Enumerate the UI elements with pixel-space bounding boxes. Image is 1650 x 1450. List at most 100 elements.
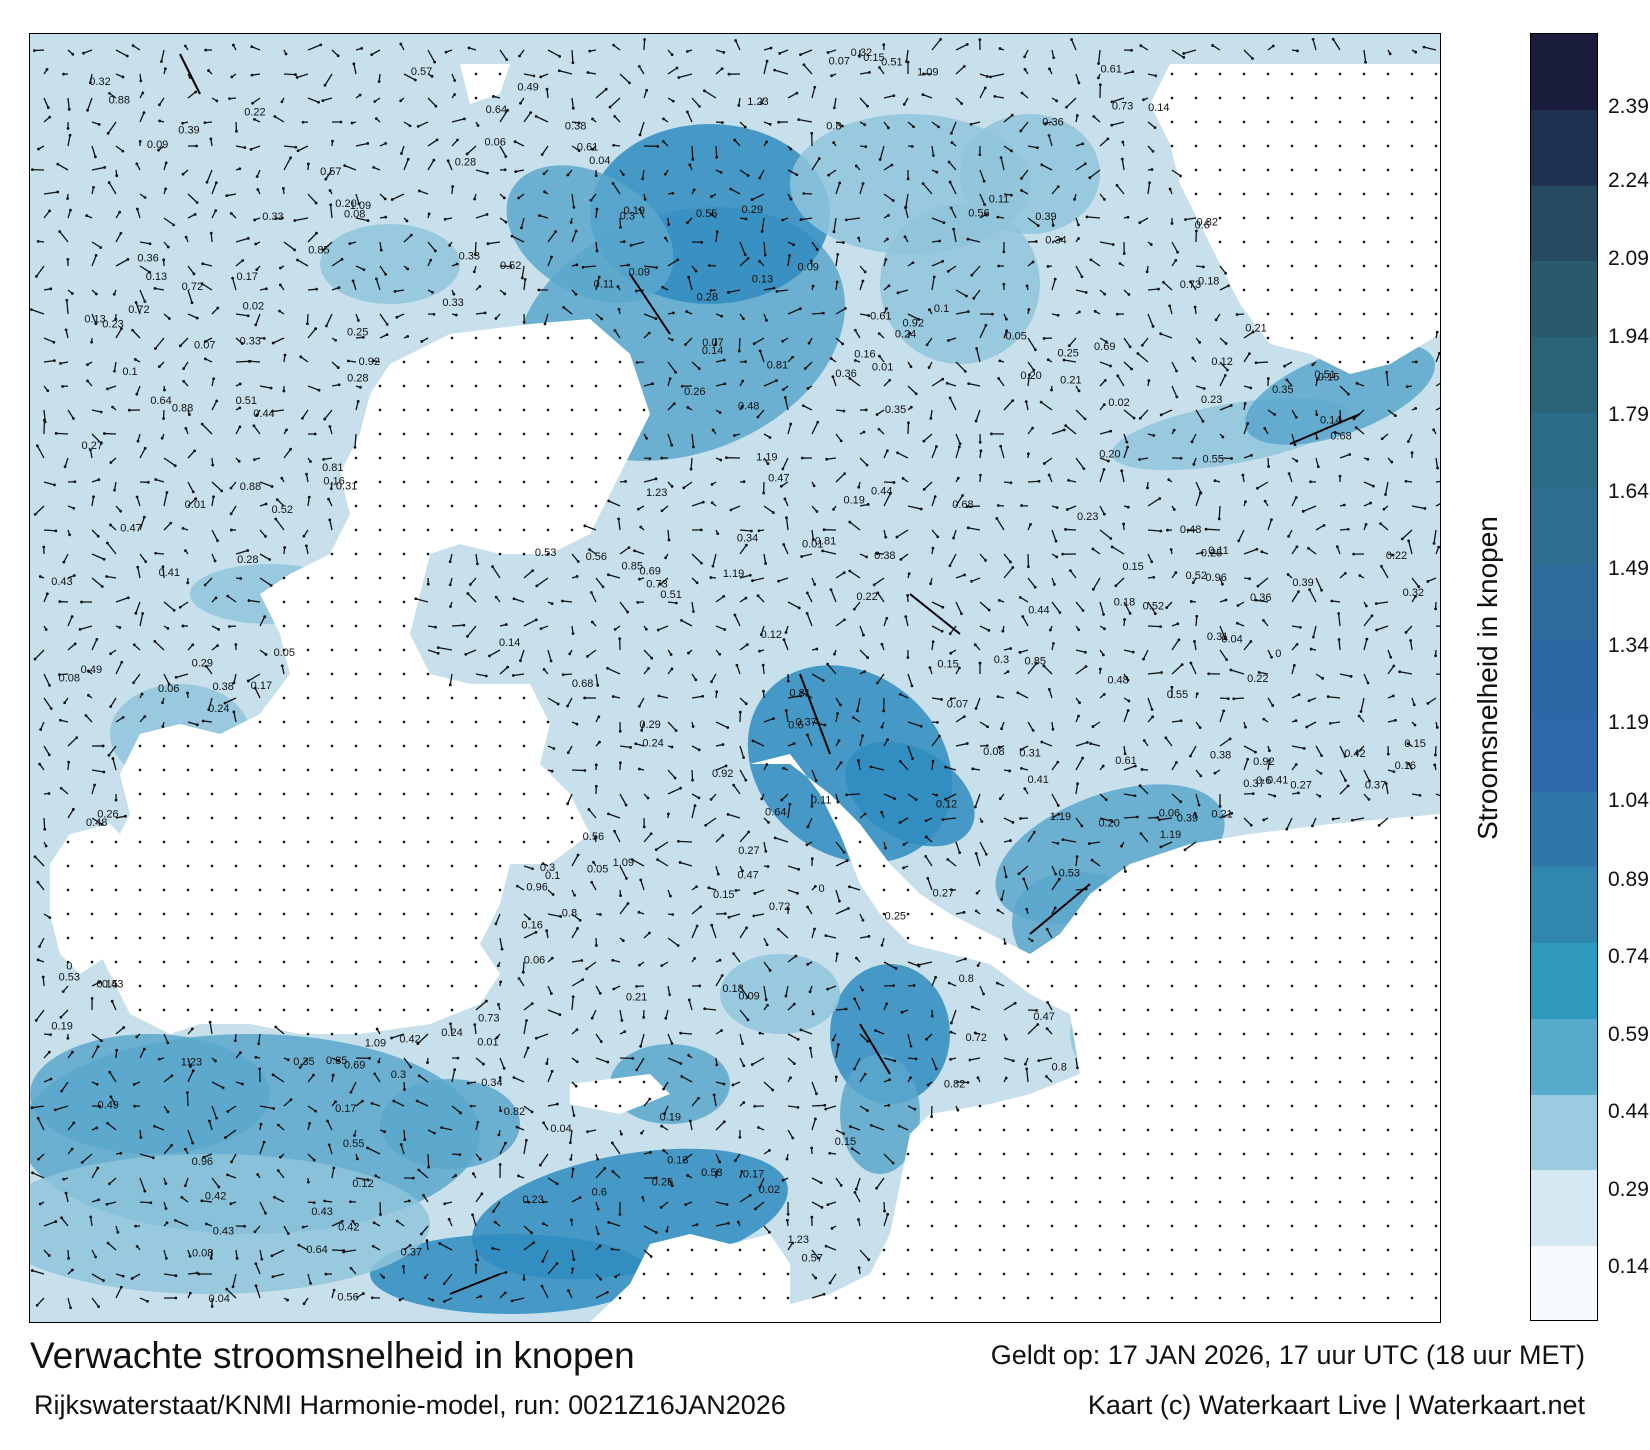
grid-dot [186,792,190,796]
grid-dot [402,384,406,388]
current-arrow-head [1285,378,1289,382]
grid-dot [1170,960,1174,964]
current-arrow-head [1082,467,1086,471]
grid-dot [522,360,526,364]
current-arrow-head [1130,48,1133,52]
current-arrow-head [979,473,982,477]
current-arrow [546,89,549,99]
grid-dot [1362,96,1366,100]
grid-dot [402,768,406,772]
current-arrow [1435,353,1440,363]
current-arrow-head [835,952,839,956]
current-arrow-head [594,944,598,947]
current-arrow-head [1030,939,1034,943]
current-arrow [513,673,525,677]
grid-dot [1362,288,1366,292]
current-arrow-head [867,314,871,317]
current-arrow [595,241,598,252]
current-arrow-head [633,549,636,553]
current-arrow [927,878,933,891]
grid-dot [1242,984,1246,988]
current-arrow [787,1129,794,1139]
current-arrow-head [48,916,52,919]
current-arrow-head [1103,378,1107,382]
grid-dot [1146,912,1150,916]
current-arrow-head [134,611,138,615]
current-arrow [583,265,597,268]
grid-dot [1218,888,1222,892]
current-arrow-head [929,416,933,420]
grid-dot [210,936,214,940]
current-arrow-head [399,99,403,103]
current-arrow [1328,696,1341,699]
current-arrow [896,529,909,538]
grid-dot [330,672,334,676]
grid-dot [162,840,166,844]
current-arrow-head [503,168,507,172]
current-arrow [658,695,669,699]
current-arrow-head [131,328,134,332]
grid-dot [330,552,334,556]
grid-dot [402,912,406,916]
grid-dot [1122,936,1126,940]
current-arrow-head [453,93,456,96]
current-arrow-head [99,246,103,249]
grid-dot [570,432,574,436]
current-arrow [301,409,309,419]
current-arrow-head [1051,727,1055,731]
current-arrow [201,283,213,291]
current-arrow-head [725,456,728,460]
grid-dot [1386,1128,1390,1132]
current-arrow-head [1087,842,1091,846]
grid-dot [1194,96,1198,100]
current-arrow-head [596,683,600,687]
current-arrow-head [448,683,452,687]
grid-dot [1098,1104,1102,1108]
current-arrow-head [792,243,796,247]
current-arrow-head [624,803,628,807]
current-arrow-head [875,552,879,555]
grid-dot [498,360,502,364]
current-arrow-head [1064,424,1068,428]
current-arrow [106,575,117,579]
current-arrow-head [86,669,90,673]
current-arrow [1315,745,1323,756]
current-arrow-head [814,1117,817,1121]
current-arrow [667,1033,673,1044]
current-arrow [67,97,70,110]
current-arrow-head [631,1056,635,1060]
current-arrow-head [722,50,726,54]
current-arrow-head [910,684,914,688]
current-band [506,165,674,303]
current-arrow-head [744,702,748,706]
grid-dot [210,888,214,892]
current-arrow-head [928,666,932,670]
current-arrow-head [1175,369,1178,373]
current-arrow-head [1246,422,1250,425]
grid-dot [1338,336,1342,340]
current-arrow-head [623,1030,627,1034]
current-arrow-head [966,310,970,314]
current-arrow-head [1130,367,1133,371]
current-arrow [43,529,56,532]
current-arrow-head [826,1203,830,1207]
current-arrow [211,481,223,492]
current-arrow [297,259,309,267]
current-arrow-head [1027,565,1030,569]
current-arrow-head [1157,287,1160,291]
grid-dot [1410,912,1414,916]
current-arrow-head [161,701,164,705]
current-arrow-head [586,654,589,658]
current-arrow [811,673,824,682]
current-arrow-head [100,1039,103,1043]
grid-dot [138,792,142,796]
current-speed-map[interactable]: 0.24 0.11 0.17 0.13 0.20 0.16 0.12 0.08 0.06 0.07… [29,33,1441,1323]
current-arrow [63,553,69,563]
current-arrow-head [469,1104,473,1108]
grid-dot [378,888,382,892]
grid-dot [450,336,454,340]
current-arrow [614,330,621,339]
current-arrow-head [832,508,835,511]
current-arrow-head [555,1102,559,1106]
current-arrow [643,649,653,659]
